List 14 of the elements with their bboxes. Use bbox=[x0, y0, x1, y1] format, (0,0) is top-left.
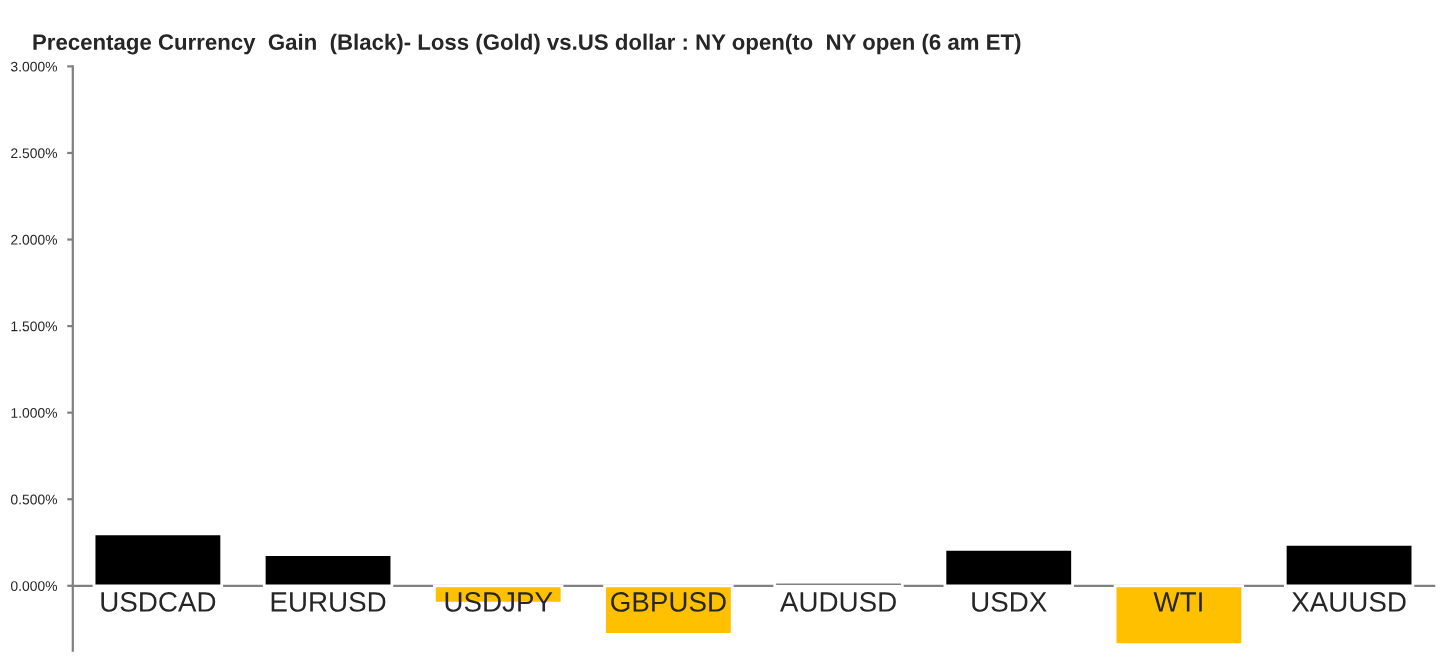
bar bbox=[1283, 542, 1415, 588]
x-tick-label: WTI bbox=[1153, 592, 1202, 612]
bar bbox=[1113, 584, 1245, 647]
x-tick-label: XAUUSD bbox=[1291, 592, 1406, 612]
chart-title: Precentage Currency Gain (Black)- Loss (Gold) vs.US dollar : NY open(to NY open (6 am ET) bbox=[33, 33, 1021, 55]
bar bbox=[943, 548, 1074, 588]
x-tick-label: AUDUSD bbox=[779, 592, 896, 612]
bar bbox=[92, 532, 224, 588]
x-tick-label: USDCAD bbox=[101, 592, 216, 612]
bar bbox=[603, 584, 734, 636]
bar bbox=[262, 553, 394, 588]
x-tick-label: EURUSD bbox=[271, 592, 386, 612]
x-tick-label: GBPUSD bbox=[611, 592, 726, 612]
x-tick-label: USDX bbox=[972, 592, 1047, 612]
